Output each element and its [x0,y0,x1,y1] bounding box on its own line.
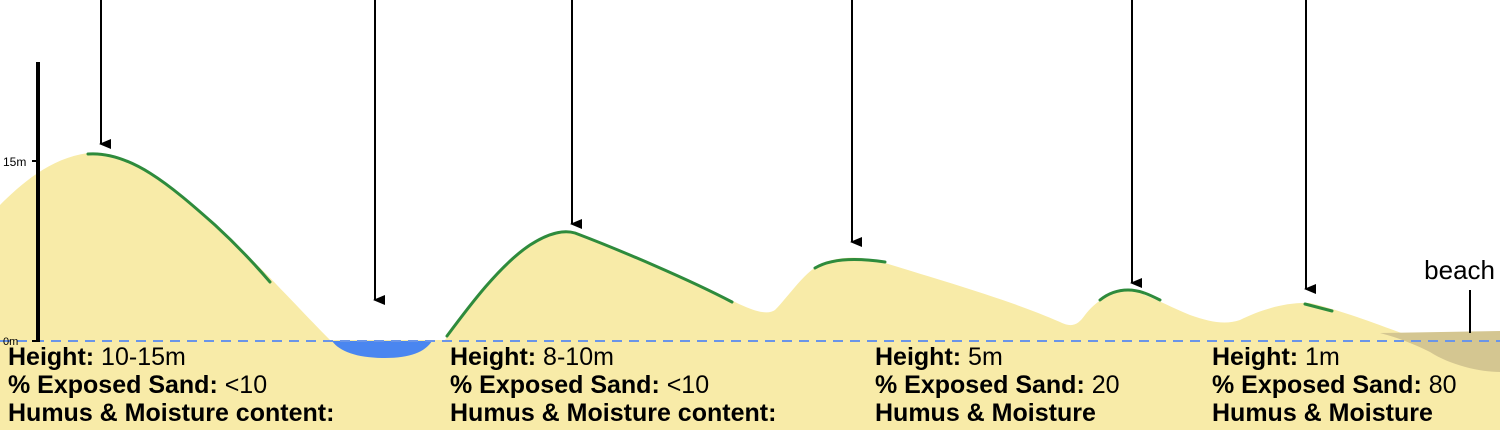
zone-info-3: Height: 5m % Exposed Sand: 20 Humus & Mo… [875,343,1120,427]
scale-label-15m: 15m [3,155,26,169]
humus-label: Humus & Moisture content: [450,399,777,427]
vegetation-strip [1303,302,1334,313]
height-line: Height: 8-10m [450,343,776,371]
zone-info-1: Height: 10-15m % Exposed Sand: <10 Humus… [8,343,334,427]
vegetation-strip [445,230,734,338]
dune-slack-pond [332,341,432,358]
height-label: Height: [450,343,537,371]
sand-line: % Exposed Sand: 20 [875,371,1120,399]
sand-value: 20 [1084,371,1120,399]
height-value: 5m [961,343,1003,371]
scale-label-0m: 0m [3,336,18,348]
sand-value: <10 [659,371,710,399]
sand-line: % Exposed Sand: <10 [450,371,776,399]
vegetation-strip [1098,288,1162,302]
humus-label: Humus & Moisture [1212,399,1433,427]
vegetation-cover [86,152,1334,338]
sand-value: <10 [217,371,268,399]
sand-label: % Exposed Sand: [450,371,660,399]
sand-label: % Exposed Sand: [8,371,218,399]
vegetation-strip [813,258,887,270]
humus-line: Humus & Moisture [875,399,1120,427]
zone-info-2: Height: 8-10m % Exposed Sand: <10 Humus … [450,343,776,427]
sand-line: % Exposed Sand: 80 [1212,371,1457,399]
humus-line: Humus & Moisture content: [8,399,334,427]
humus-label: Humus & Moisture [875,399,1096,427]
height-label: Height: [8,343,95,371]
height-value: 10-15m [94,343,186,371]
zone-info-4: Height: 1m % Exposed Sand: 80 Humus & Mo… [1212,343,1457,427]
height-line: Height: 5m [875,343,1120,371]
sand-line: % Exposed Sand: <10 [8,371,334,399]
humus-line: Humus & Moisture [1212,399,1457,427]
sand-value: 80 [1421,371,1457,399]
height-value: 8-10m [536,343,614,371]
zone-arrows [99,0,1316,305]
height-line: Height: 10-15m [8,343,334,371]
humus-label: Humus & Moisture content: [8,399,335,427]
height-label: Height: [875,343,962,371]
beach-label: beach [1424,255,1495,285]
sand-dune-profile [0,152,1500,430]
height-label: Height: [1212,343,1299,371]
height-value: 1m [1298,343,1340,371]
height-scale: 15m 0m [3,62,40,348]
sand-label: % Exposed Sand: [1212,371,1422,399]
humus-line: Humus & Moisture content: [450,399,776,427]
sand-label: % Exposed Sand: [875,371,1085,399]
height-line: Height: 1m [1212,343,1457,371]
vegetation-strip [86,152,272,284]
